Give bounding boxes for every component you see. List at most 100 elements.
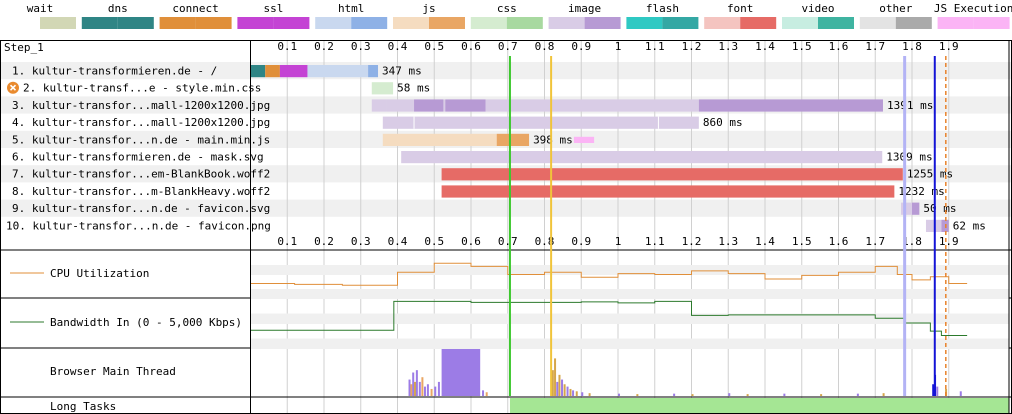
panel-stripe [250, 289, 1009, 299]
tick-label-bottom: 1.9 [939, 235, 959, 248]
request-bars: 347 ms 58 ms 1391 ms 860 ms 398 ms 1309 ms 125… [250, 65, 986, 232]
tick-label-top: 1 [615, 40, 622, 53]
legend-swatch-dark [429, 17, 465, 29]
request-row-1: 347 ms [250, 65, 422, 78]
legend-swatch-css [470, 17, 543, 29]
request-labels: 1. kultur-transformieren.de - / 2. kultur… [6, 65, 271, 233]
tick-label-top: 1.6 [829, 40, 849, 53]
bandwidth-line [250, 300, 968, 336]
legend-swatch-dark [195, 17, 232, 29]
main-thread-spike [414, 381, 417, 396]
tick-label-top: 0.1 [277, 40, 297, 53]
request-duration: 860 ms [703, 116, 743, 129]
legend-swatch-dark [40, 17, 76, 29]
request-row-9: 50 ms [900, 202, 956, 215]
legend-label-js: js [422, 2, 435, 15]
metric-panels: CPU Utilization Bandwidth In (0 - 5,000 K… [0, 249, 1012, 414]
legend-label-other: other [879, 2, 912, 15]
legend-swatch-other [859, 17, 932, 29]
tick-label-bottom: 1.5 [792, 235, 812, 248]
legend-label-js-execution: JS Execution [934, 2, 1012, 15]
row-background [0, 199, 1012, 217]
request-duration: 1232 ms [898, 185, 944, 198]
tick-label-top: 1.3 [718, 40, 738, 53]
request-bar-segment [496, 133, 530, 146]
tick-label-top: 0.6 [461, 40, 481, 53]
gridlines [286, 40, 950, 414]
legend-label-ssl: ssl [263, 2, 283, 15]
timing-markers [508, 56, 947, 396]
main-thread-spike [820, 394, 823, 396]
main-thread-spike [673, 393, 676, 396]
tick-labels-top: 0.1 0.2 0.3 0.4 0.5 0.6 0.7 0.8 0.9 1 1.1 1.2 1.3 1.4… [277, 40, 958, 53]
main-thread-spike [558, 374, 561, 396]
legend-swatch-video [782, 17, 854, 29]
legend-swatch-light [315, 17, 352, 29]
request-bar-segment [307, 65, 369, 78]
request-label: 9. kultur-transfor...n.de - favicon.svg [12, 202, 270, 215]
main-thread-spike [932, 384, 935, 396]
request-duration: 347 ms [382, 65, 422, 78]
legend-swatch-dark [662, 17, 699, 29]
tick-label-top: 1.9 [939, 40, 959, 53]
legend-swatch-connect [159, 17, 232, 29]
tick-label-bottom: 1.2 [682, 235, 702, 248]
main-thread-spike [412, 372, 415, 396]
cpu-label: CPU Utilization [50, 267, 149, 280]
tick-label-top: 0.3 [351, 40, 371, 53]
main-thread-spike [882, 393, 885, 396]
tick-label-top: 1.1 [645, 40, 665, 53]
tick-label-bottom: 0.6 [461, 235, 481, 248]
request-row-6: 1309 ms [401, 151, 933, 164]
panel-stripe [250, 313, 1009, 324]
tick-labels-bottom: 0.1 0.2 0.3 0.4 0.5 0.6 0.7 0.8 0.9 1 1.1 1.2 1.3 1.4… [277, 235, 958, 248]
tick-label-top: 0.9 [571, 40, 591, 53]
request-label: 5. kultur-transfor...n.de - main.min.js [12, 133, 270, 146]
legend-label-wait: wait [27, 2, 54, 15]
request-bar-segment [401, 151, 883, 164]
tick-label-top: 1.7 [865, 40, 885, 53]
tick-label-bottom: 1.3 [718, 235, 738, 248]
long-tasks-label: Long Tasks [50, 400, 116, 413]
tick-label-top: 1.5 [792, 40, 812, 53]
legend-swatch-dark [584, 17, 621, 29]
legend-swatch-dark [895, 17, 932, 29]
legend-swatch-light [470, 17, 507, 29]
js-execution-bar [573, 136, 595, 143]
main-thread-spike [551, 370, 554, 396]
tick-label-top: 0.4 [388, 40, 408, 53]
request-bar-segment [371, 99, 387, 112]
main-thread-spike [569, 388, 572, 396]
request-duration: 398 ms [533, 133, 573, 146]
request-duration: 58 ms [397, 82, 430, 95]
main-thread-spike [485, 392, 488, 396]
main-thread-spike [421, 377, 424, 396]
main-thread-spike [434, 386, 437, 396]
tick-label-bottom: 0.8 [535, 235, 555, 248]
request-label: 1. kultur-transformieren.de - / [12, 65, 217, 78]
legend-label-flash: flash [646, 2, 679, 15]
browser-main-thread: Browser Main Thread [50, 349, 962, 396]
request-bar-segment [445, 99, 486, 112]
request-bar-segment [265, 65, 280, 78]
legend-swatch-flash [626, 17, 699, 29]
request-duration: 1391 ms [887, 99, 933, 112]
tick-label-bottom: 0.7 [498, 235, 518, 248]
request-bar-segment [900, 202, 912, 215]
request-row-4: 860 ms [382, 116, 743, 129]
request-bar-segment [925, 219, 942, 232]
legend-swatch-light [859, 17, 896, 29]
request-duration: 50 ms [923, 202, 956, 215]
main-thread-spike [430, 388, 433, 396]
main-thread-spike [783, 393, 786, 396]
request-bar-segment [485, 99, 699, 112]
panel-stripe [250, 265, 1009, 275]
main-thread-spike [563, 384, 566, 396]
request-label: 2. kultur-transf...e - style.min.css [23, 82, 261, 95]
main-thread-spike [691, 394, 694, 396]
legend-swatch-html [315, 17, 388, 29]
main-thread-label: Browser Main Thread [50, 365, 176, 378]
main-thread-spike [581, 392, 584, 396]
legend-label-css: css [497, 2, 517, 15]
